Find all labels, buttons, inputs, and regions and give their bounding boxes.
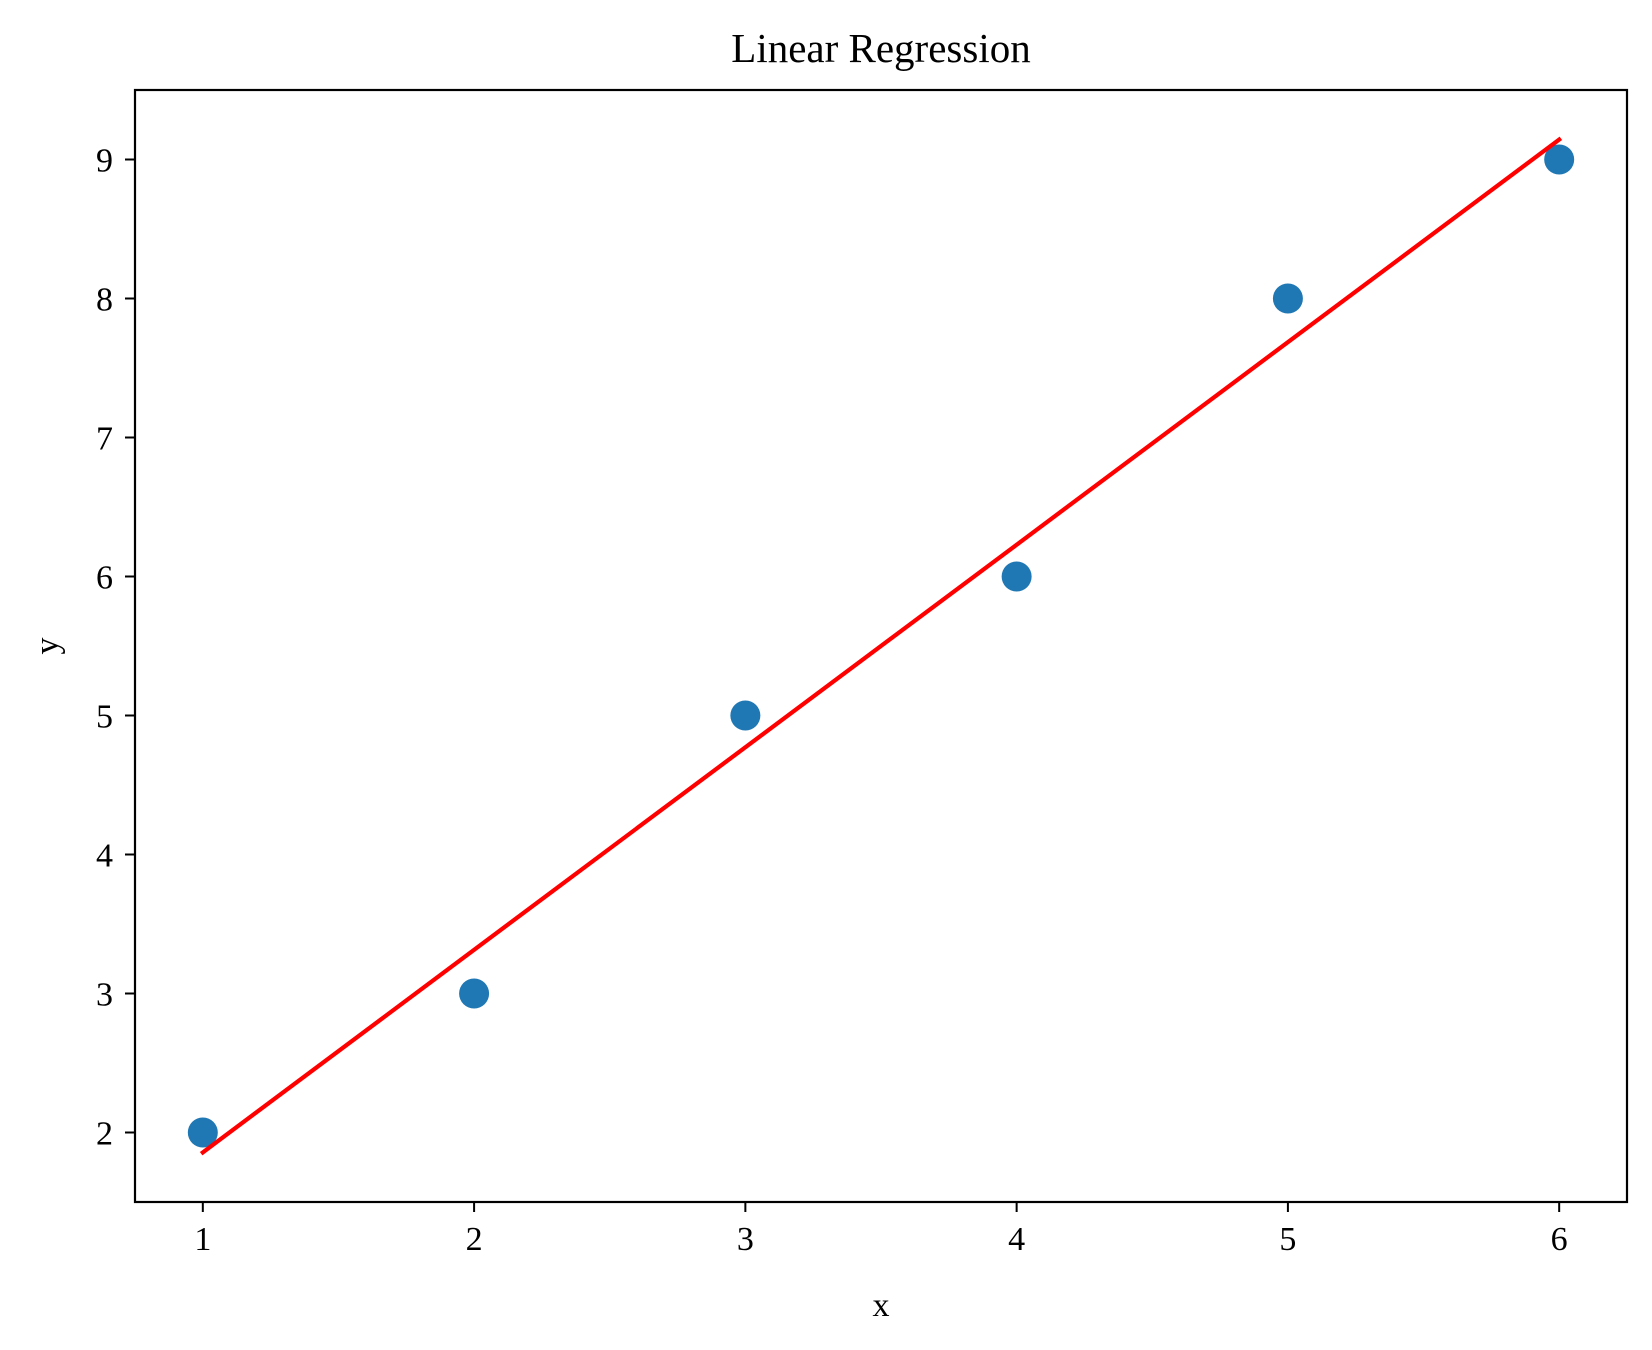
y-tick-label: 7 (96, 421, 113, 458)
regression-line (199, 136, 1563, 1156)
x-axis-label: x (873, 1287, 890, 1324)
data-point (459, 978, 490, 1009)
y-tick-label: 6 (96, 560, 113, 597)
x-tick-label: 2 (466, 1221, 483, 1258)
data-point (1544, 144, 1575, 175)
x-tick-label: 4 (1008, 1221, 1025, 1258)
x-tick-label: 6 (1551, 1221, 1568, 1258)
y-tick-label: 5 (96, 699, 113, 736)
data-point (730, 700, 761, 731)
axes-frame (133, 88, 1629, 1204)
y-tick-label: 8 (96, 282, 113, 319)
plot-area (187, 136, 1575, 1156)
data-point (1272, 283, 1303, 314)
x-axis-ticks: 1 2 3 4 5 6 (194, 1202, 1568, 1258)
y-tick-label: 2 (96, 1116, 113, 1153)
chart-title: Linear Regression (731, 25, 1030, 71)
x-tick-label: 5 (1279, 1221, 1296, 1258)
y-axis-label: y (29, 638, 66, 655)
data-point (1001, 561, 1032, 592)
x-tick-label: 1 (194, 1221, 211, 1258)
x-tick-label: 3 (737, 1221, 754, 1258)
data-point (187, 1117, 218, 1148)
y-tick-label: 4 (96, 838, 113, 875)
y-axis-ticks: 2 3 4 5 6 7 8 9 (96, 143, 135, 1153)
y-tick-label: 3 (96, 977, 113, 1014)
y-tick-label: 9 (96, 143, 113, 180)
